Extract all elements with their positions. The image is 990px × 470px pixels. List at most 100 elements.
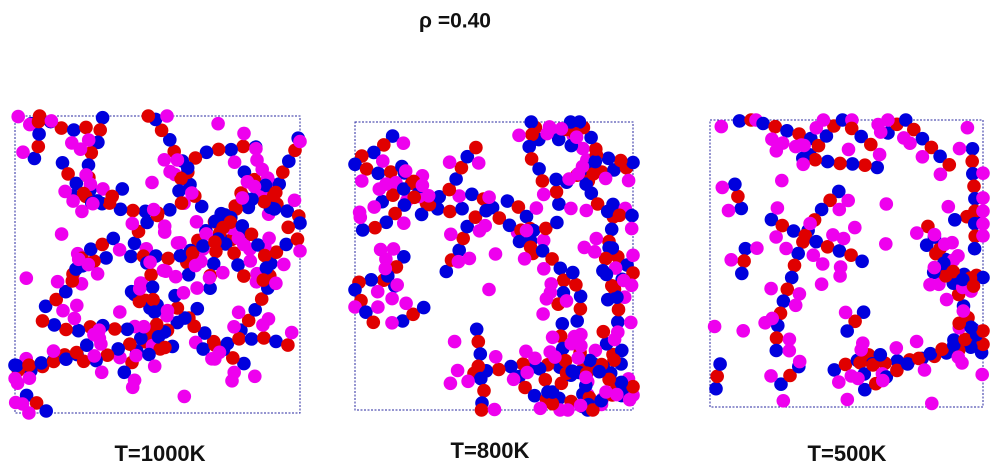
particle <box>414 207 429 222</box>
particle <box>367 200 382 214</box>
particle <box>858 158 872 172</box>
particle <box>113 305 127 319</box>
particle <box>284 325 299 340</box>
particle <box>966 167 980 181</box>
particle <box>367 145 381 160</box>
particle <box>19 271 34 286</box>
particle <box>29 396 44 410</box>
particle <box>776 294 791 309</box>
particle <box>379 215 394 230</box>
particle <box>31 139 46 154</box>
particle <box>737 254 751 268</box>
particle <box>196 239 210 253</box>
particle <box>187 319 201 334</box>
particle <box>624 221 639 236</box>
particle <box>127 236 142 251</box>
particle <box>872 147 887 162</box>
particle <box>386 188 400 202</box>
particle <box>536 187 551 202</box>
particle <box>574 339 588 353</box>
particle <box>15 397 30 411</box>
particle <box>95 110 110 125</box>
particle <box>734 201 749 216</box>
particle <box>784 270 799 285</box>
particle <box>571 351 585 365</box>
particle <box>177 389 192 404</box>
particle <box>59 322 73 337</box>
particle <box>935 342 949 357</box>
particle <box>158 340 172 355</box>
particle <box>73 142 88 156</box>
particle <box>844 121 859 136</box>
particle <box>965 154 979 169</box>
particle <box>769 230 783 244</box>
particle <box>929 246 943 261</box>
particle <box>173 248 188 263</box>
particle <box>587 245 602 259</box>
particle <box>203 281 217 296</box>
particle <box>449 172 463 186</box>
particle <box>199 227 213 241</box>
particle <box>160 303 175 318</box>
particle <box>39 404 53 418</box>
particle <box>163 164 177 179</box>
particle <box>854 129 868 144</box>
particle <box>208 235 222 249</box>
particle <box>145 280 160 295</box>
particle <box>602 372 616 387</box>
particle <box>112 243 127 257</box>
particle <box>364 273 379 287</box>
particle <box>774 377 788 392</box>
particle <box>421 189 436 203</box>
particle <box>586 403 600 417</box>
particle <box>575 159 590 174</box>
particle <box>407 190 422 205</box>
particle <box>775 173 789 188</box>
particle <box>59 284 73 299</box>
particle <box>442 155 457 169</box>
particle <box>917 363 932 377</box>
particle <box>866 358 880 372</box>
particle <box>386 242 401 256</box>
particle <box>71 323 86 338</box>
particle <box>947 338 961 352</box>
particle <box>259 261 274 275</box>
particle <box>256 273 271 287</box>
particle <box>87 327 101 342</box>
particle <box>488 350 503 364</box>
particle <box>782 332 797 347</box>
particle <box>262 231 276 246</box>
particle <box>79 168 93 182</box>
particle <box>536 307 550 321</box>
particle <box>376 154 390 168</box>
particle <box>397 198 412 212</box>
particle <box>442 182 457 197</box>
particle <box>769 331 784 345</box>
particle <box>553 261 568 276</box>
particle <box>573 398 588 413</box>
particle <box>477 383 491 398</box>
particle <box>249 141 263 156</box>
particle <box>549 185 564 199</box>
particle <box>775 218 790 233</box>
particle <box>67 123 81 137</box>
particle <box>359 162 374 176</box>
particle <box>942 158 957 172</box>
particle <box>710 369 724 384</box>
particle <box>735 266 749 281</box>
particle <box>443 204 457 219</box>
particle <box>937 237 952 251</box>
particle <box>976 166 990 180</box>
particle <box>147 305 162 319</box>
particle <box>460 219 475 234</box>
particle <box>615 343 629 358</box>
panel-label: T=500K <box>808 441 887 466</box>
particle <box>765 311 779 326</box>
particle <box>728 177 742 192</box>
particle <box>927 227 942 242</box>
particle <box>258 178 273 193</box>
particle <box>832 375 846 389</box>
particle <box>816 113 831 127</box>
particle <box>808 152 822 167</box>
particle <box>958 332 972 347</box>
